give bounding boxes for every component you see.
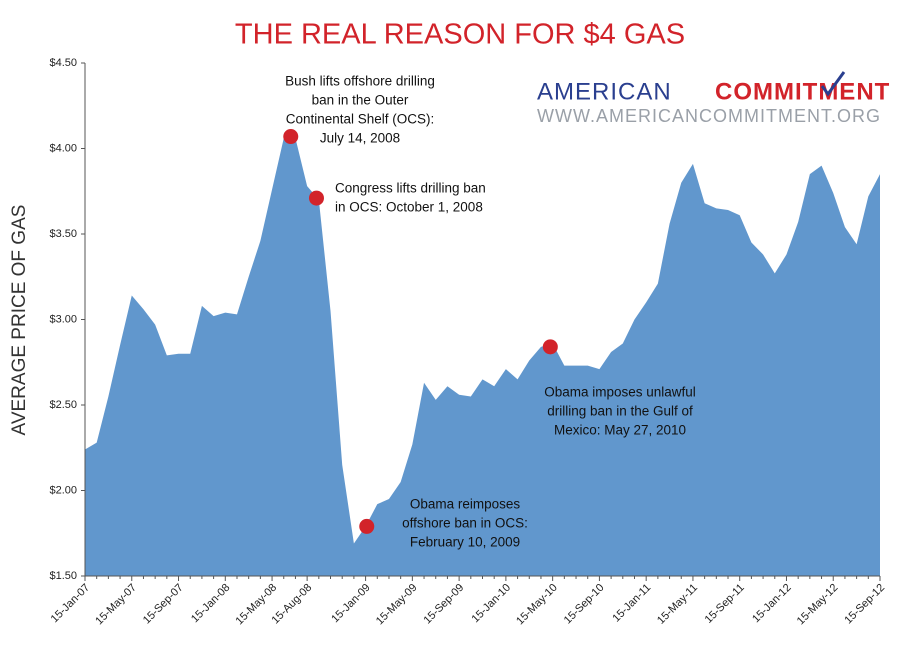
- annotation: in OCS: October 1, 2008: [335, 200, 483, 215]
- y-tick-label: $2.50: [49, 399, 77, 411]
- plot: $1.50 $2.00 $2.50 $3.00 $3.50 $4.00 $4.50 15-Ja…: [49, 57, 888, 627]
- x-tick-label: 15-Jan-09: [329, 582, 373, 626]
- y-tick-label: $3.50: [49, 228, 77, 240]
- event-marker: [283, 129, 299, 145]
- x-tick-label: 15-Jan-12: [750, 582, 794, 626]
- annotation: February 10, 2009: [410, 535, 520, 550]
- annotation: Bush lifts offshore drilling: [285, 74, 435, 89]
- annotation: drilling ban in the Gulf of: [547, 404, 693, 419]
- event-marker: [359, 518, 375, 534]
- y-tick-label: $4.50: [49, 57, 77, 69]
- x-tick-label: 15-May-12: [795, 582, 841, 628]
- x-tick-label: 15-May-11: [655, 582, 700, 627]
- logo-word: AMERICAN: [537, 78, 672, 105]
- x-tick-label: 15-Sep-07: [141, 582, 186, 627]
- annotation: Obama imposes unlawful: [544, 385, 696, 400]
- logo-word: COMMITMENT: [715, 78, 890, 105]
- x-tick-label: 15-Sep-12: [842, 582, 887, 627]
- event-marker: [308, 190, 324, 206]
- chart-title: THE REAL REASON FOR $4 GAS: [235, 19, 685, 51]
- x-tick-label: 15-Sep-09: [421, 582, 466, 627]
- annotation: Obama reimposes: [410, 497, 521, 512]
- y-axis-label: AVERAGE PRICE OF GAS: [9, 205, 30, 436]
- logo-check: [820, 71, 846, 97]
- annotation: Congress lifts drilling ban: [335, 181, 486, 196]
- x-tick-label: 15-Sep-10: [562, 582, 607, 627]
- event-marker: [542, 339, 558, 355]
- annotation: July 14, 2008: [320, 131, 400, 146]
- y-tick-label: $2.00: [49, 484, 77, 496]
- logo-url: WWW.AMERICANCOMMITMENT.ORG: [537, 106, 881, 126]
- x-tick-label: 15-May-09: [374, 582, 420, 628]
- annotation: Mexico: May 27, 2010: [554, 423, 686, 438]
- area: [85, 138, 880, 577]
- x-tick-label: 15-Sep-11: [703, 582, 747, 626]
- y-tick-label: $3.00: [49, 313, 77, 325]
- x-tick-label: 15-Jan-10: [470, 582, 514, 626]
- x-tick-label: 15-Jan-11: [610, 582, 653, 625]
- x-tick-label: 15-May-10: [514, 582, 560, 628]
- y-tick-label: $4.00: [49, 142, 77, 154]
- x-tick-label: 15-Jan-07: [49, 582, 93, 626]
- y-tick-label: $1.50: [49, 570, 77, 582]
- annotation: Continental Shelf (OCS):: [286, 112, 435, 127]
- x-tick-label: 15-May-07: [93, 582, 139, 628]
- annotation: ban in the Outer: [312, 93, 409, 108]
- annotation: offshore ban in OCS:: [402, 516, 528, 531]
- x-tick-label: 15-Jan-08: [189, 582, 233, 626]
